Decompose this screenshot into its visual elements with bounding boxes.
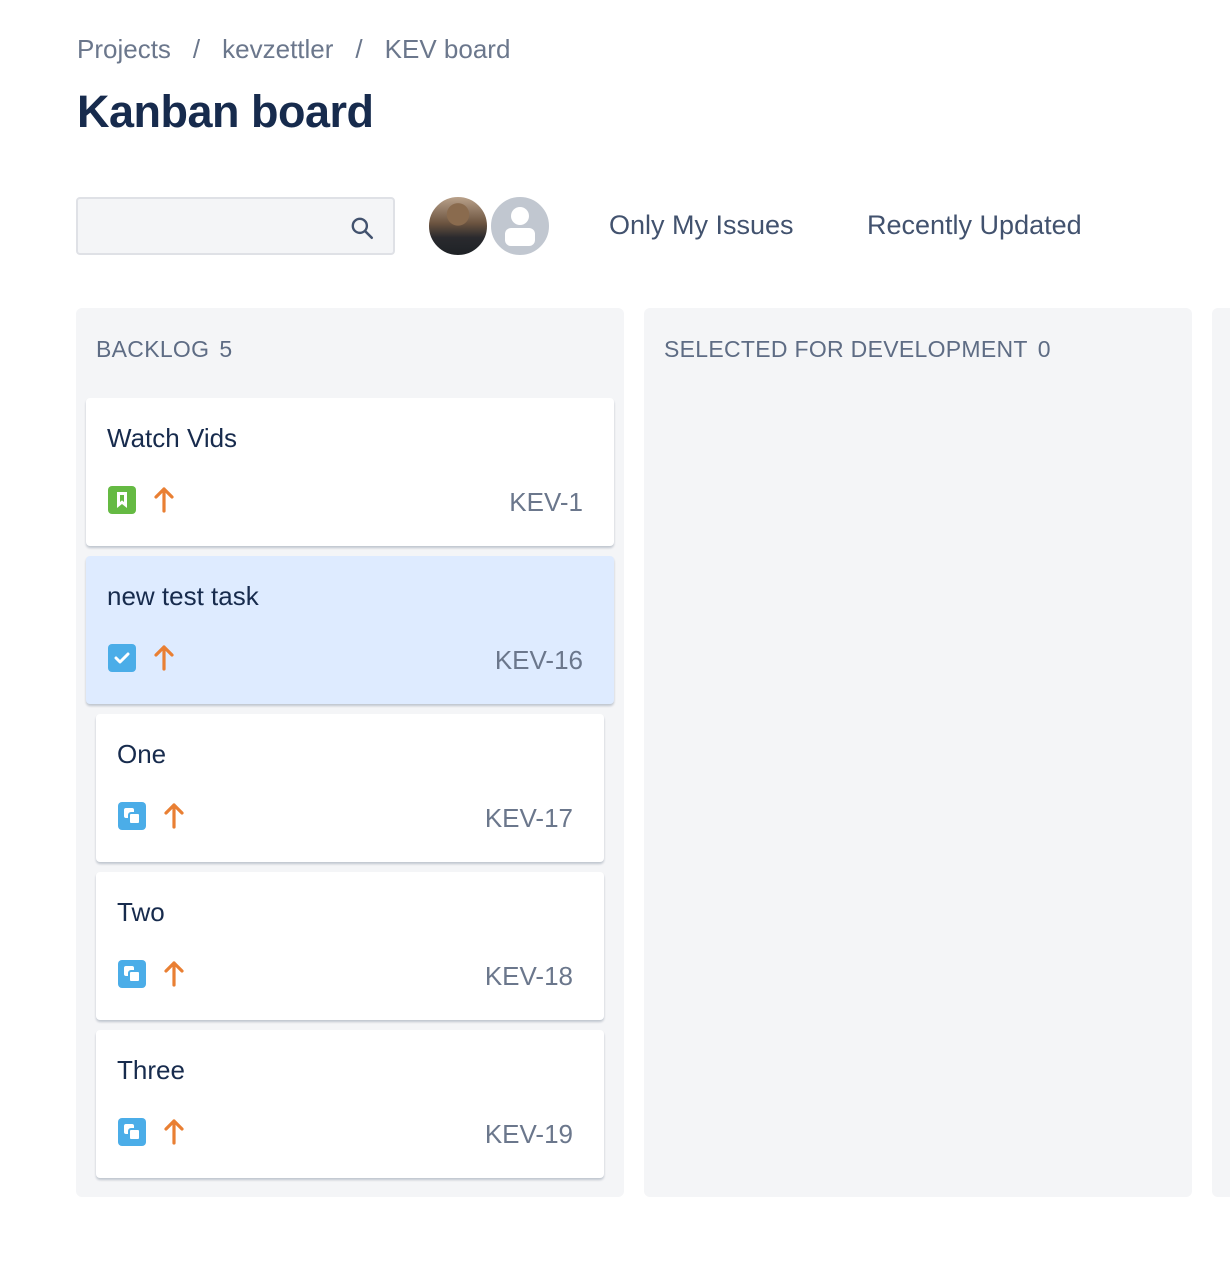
issue-title: new test task [107,581,259,611]
column-header: SELECTED FOR DEVELOPMENT 0 [664,336,1051,362]
issue-title: Two [117,897,165,927]
filter-only-my-issues[interactable]: Only My Issues [609,210,794,240]
issue-key[interactable]: KEV-1 [509,487,583,517]
story-icon [108,486,136,514]
issue-card[interactable]: One KEV-17 [96,714,604,862]
filter-recently-updated[interactable]: Recently Updated [867,210,1082,240]
breadcrumb-separator: / [192,34,201,64]
issue-key[interactable]: KEV-19 [484,1119,573,1149]
issue-key[interactable]: KEV-18 [484,961,573,991]
breadcrumb-board[interactable]: KEV board [384,34,511,64]
priority-high-icon [154,645,174,671]
issue-card[interactable]: Three KEV-19 [96,1030,604,1178]
issue-card[interactable]: Watch Vids KEV-1 [86,398,614,546]
priority-high-icon [164,961,184,987]
subtask-icon [118,960,146,988]
issue-title: One [117,739,167,769]
breadcrumb: Projects / kevzettler / KEV board [77,34,510,65]
breadcrumb-project[interactable]: kevzettler [222,34,334,64]
search-input[interactable] [78,199,338,253]
column-count: 5 [219,336,233,362]
search-box[interactable] [76,197,395,255]
subtask-icon [118,802,146,830]
task-icon [108,644,136,672]
breadcrumb-separator: / [355,34,363,64]
issue-key[interactable]: KEV-16 [494,645,583,675]
priority-high-icon [164,1119,184,1145]
priority-high-icon [154,487,174,513]
search-icon [351,217,374,240]
column-next [1212,308,1230,1197]
breadcrumb-projects[interactable]: Projects [77,34,171,64]
avatar-user-photo[interactable] [426,194,490,258]
priority-high-icon [164,803,184,829]
issue-card[interactable]: Two KEV-18 [96,872,604,1020]
column-count: 0 [1037,336,1051,362]
column-selected-for-development: SELECTED FOR DEVELOPMENT 0 [644,308,1192,1197]
column-header: BACKLOG 5 [96,336,233,362]
user-icon [505,207,535,246]
page-title: Kanban board [77,86,374,137]
issue-title: Watch Vids [107,423,238,453]
subtask-icon [118,1118,146,1146]
avatar-default-user[interactable] [488,194,552,258]
issue-key[interactable]: KEV-17 [484,803,573,833]
issue-card[interactable]: new test task KEV-16 [86,556,614,704]
issue-title: Three [117,1055,185,1085]
